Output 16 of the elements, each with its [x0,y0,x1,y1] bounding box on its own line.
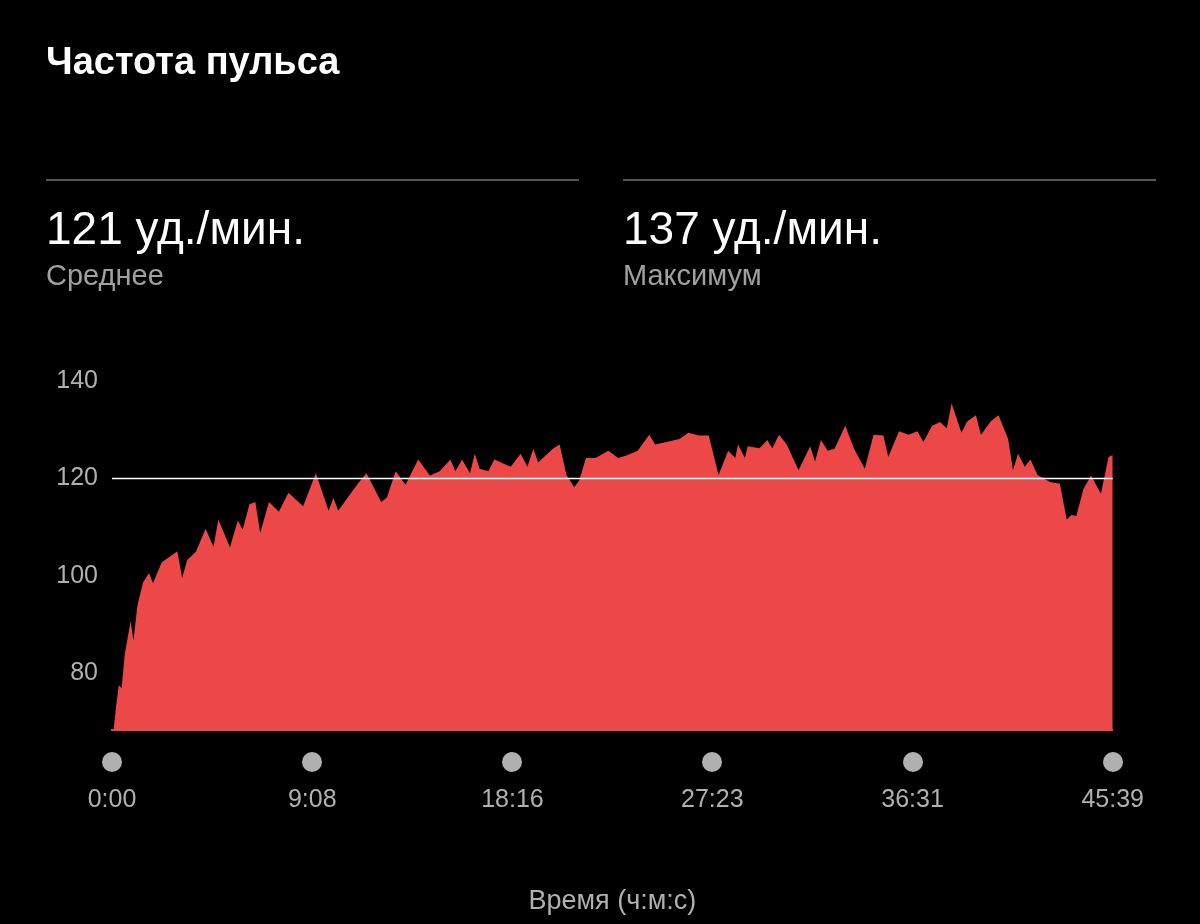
text: Среднее [46,259,165,292]
x-tick-label: 18:16 [481,784,544,813]
y-tick-label: 80 [70,657,98,686]
y-tick-label: 120 [56,462,98,491]
x-tick-label: 27:23 [681,784,744,813]
text: 121 уд./мин. [46,201,306,255]
chart-title: Частота пульса [46,40,340,83]
x-tick-label: 45:39 [1081,784,1144,813]
text: 137 уд./мин. [623,201,883,255]
x-tick-label: 0:00 [87,784,137,813]
text: Максимум [623,259,763,292]
y-tick-label: 100 [56,559,98,588]
x-tick-label: 36:31 [881,784,944,813]
x-axis-title: Время (ч:м:с) [528,885,697,916]
x-tick-label: 9:08 [287,784,337,813]
y-tick-label: 140 [56,364,98,393]
